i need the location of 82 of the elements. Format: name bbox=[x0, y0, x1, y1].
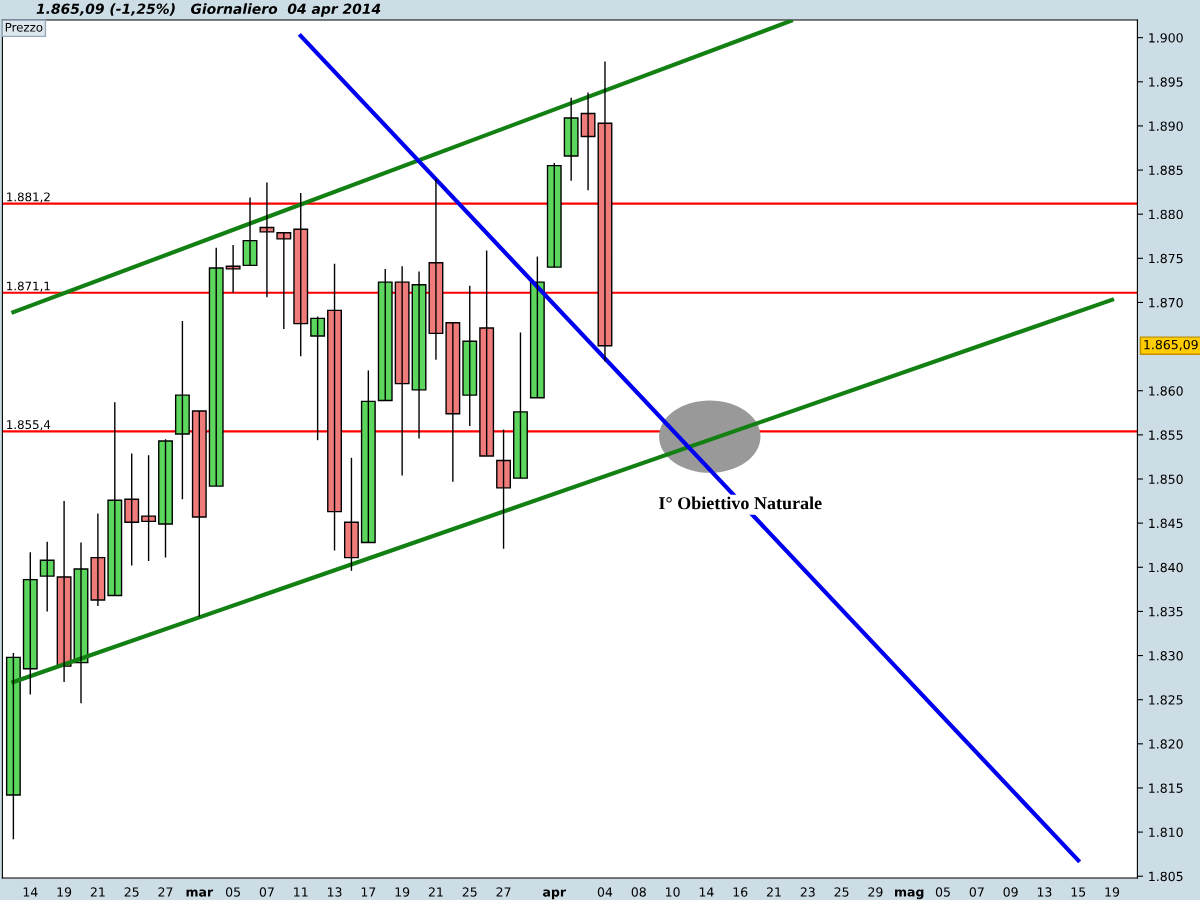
x-tick-label: 19 bbox=[395, 887, 410, 897]
x-tick-label: apr bbox=[543, 889, 566, 900]
x-tick-label: 05 bbox=[225, 887, 240, 897]
y-tick-label: 1.820 bbox=[1149, 739, 1183, 749]
x-tick-label: 04 bbox=[597, 887, 613, 897]
candlestick bbox=[496, 428, 512, 550]
candlestick bbox=[377, 268, 393, 402]
y-tick-label: 1.830 bbox=[1149, 651, 1183, 661]
y-tick-label: 1.825 bbox=[1149, 695, 1183, 705]
candlestick bbox=[22, 551, 38, 696]
x-tick-label: 25 bbox=[834, 887, 849, 897]
candlestick bbox=[107, 401, 123, 597]
x-tick-label: 21 bbox=[428, 887, 443, 897]
ref-line-label: 1.871,1 bbox=[7, 281, 50, 292]
y-tick-label: 1.895 bbox=[1149, 77, 1183, 87]
x-tick-label: 11 bbox=[294, 887, 308, 897]
x-tick-label: 13 bbox=[1037, 887, 1052, 897]
candlestick bbox=[293, 192, 309, 358]
x-tick-label: 21 bbox=[766, 887, 781, 897]
candlestick bbox=[5, 652, 21, 840]
x-tick-label: 27 bbox=[496, 887, 511, 897]
x-tick-label: 23 bbox=[800, 887, 815, 897]
x-tick-label: 07 bbox=[259, 887, 274, 897]
y-tick-label: 1.810 bbox=[1149, 827, 1183, 838]
y-tick-label: 1.870 bbox=[1149, 297, 1183, 308]
y-tick-label: 1.855 bbox=[1149, 430, 1183, 440]
y-tick-label: 1.805 bbox=[1149, 871, 1183, 882]
x-tick-label: 19 bbox=[1105, 887, 1120, 897]
y-tick-label: 1.850 bbox=[1149, 474, 1183, 484]
x-tick-label: 19 bbox=[57, 887, 72, 897]
x-tick-label: 10 bbox=[666, 887, 680, 897]
candlestick bbox=[479, 249, 495, 457]
x-tick-label: 09 bbox=[1003, 887, 1018, 897]
x-tick-label: 05 bbox=[935, 887, 950, 897]
candlestick bbox=[343, 457, 359, 572]
y-tick-label: 1.890 bbox=[1149, 121, 1183, 131]
x-tick-label: 13 bbox=[327, 887, 342, 897]
y-tick-label: 1.835 bbox=[1149, 606, 1183, 617]
x-tick-label: 27 bbox=[158, 887, 173, 897]
candlestick bbox=[208, 247, 224, 487]
text: 1.865,09 bbox=[1144, 339, 1198, 351]
x-tick-label: 08 bbox=[631, 887, 646, 897]
x-tick-label: 25 bbox=[124, 887, 139, 897]
x-tick-label: 14 bbox=[699, 887, 714, 897]
ref-line-label: 1.881,2 bbox=[7, 192, 50, 203]
candlestick bbox=[462, 285, 478, 427]
candlestick bbox=[158, 438, 173, 559]
candlestick bbox=[225, 244, 241, 294]
candlestick bbox=[327, 262, 342, 552]
x-tick-label: 29 bbox=[868, 887, 883, 897]
x-tick-label: mag bbox=[895, 889, 924, 900]
candlestick bbox=[124, 452, 140, 567]
candlestick bbox=[360, 369, 376, 544]
x-tick-label: 17 bbox=[361, 887, 376, 897]
y-tick-label: 1.845 bbox=[1149, 518, 1183, 529]
candlestick bbox=[141, 454, 157, 562]
x-tick-label: 15 bbox=[1071, 887, 1086, 897]
y-tick-label: 1.880 bbox=[1149, 209, 1183, 220]
annotation: Prezzo bbox=[5, 22, 43, 32]
candlestick bbox=[174, 320, 190, 501]
y-tick-label: 1.885 bbox=[1149, 165, 1183, 175]
candlestick bbox=[546, 162, 562, 268]
candlestick bbox=[513, 331, 528, 479]
candlestick bbox=[276, 232, 292, 330]
x-tick-label: 21 bbox=[90, 887, 105, 897]
x-tick-label: mar bbox=[186, 889, 214, 897]
candlestick bbox=[259, 181, 275, 298]
candlestick bbox=[529, 255, 545, 399]
y-tick-label: 1.815 bbox=[1149, 783, 1183, 793]
x-tick-label: 16 bbox=[733, 887, 748, 897]
ref-line-label: 1.855,4 bbox=[7, 420, 51, 431]
x-tick-label: 25 bbox=[462, 887, 477, 897]
y-tick-label: 1.875 bbox=[1149, 253, 1183, 264]
y-tick-label: 1.900 bbox=[1149, 33, 1183, 43]
annotation: I° Obiettivo Naturale bbox=[659, 496, 822, 510]
x-tick-label: 07 bbox=[969, 887, 984, 897]
chart-title: 1.865,09 (-1,25%) Giornaliero 04 apr 2014 bbox=[36, 3, 381, 17]
y-tick-label: 1.860 bbox=[1149, 386, 1183, 396]
candlestick bbox=[191, 410, 207, 618]
x-tick-label: 14 bbox=[23, 887, 38, 897]
candlestick bbox=[310, 315, 326, 441]
y-tick-label: 1.840 bbox=[1149, 562, 1183, 573]
